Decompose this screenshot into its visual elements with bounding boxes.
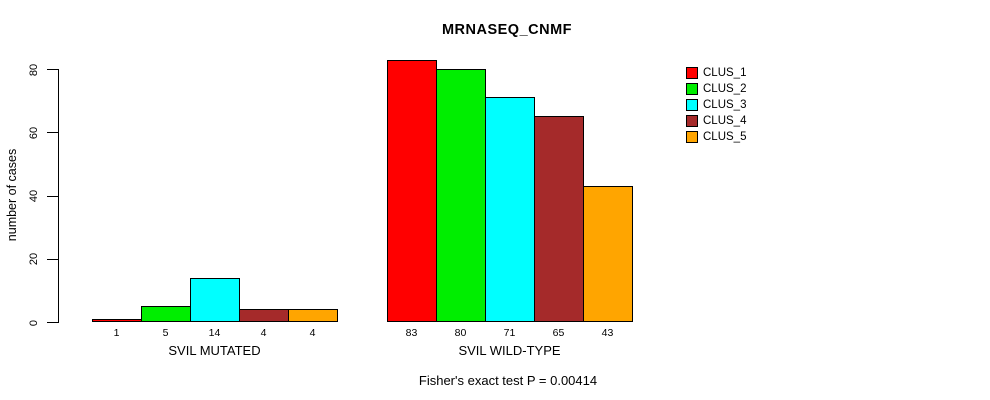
bar-clus-4 [534,116,584,322]
y-axis-tick [47,195,59,197]
bar-clus-2 [436,69,486,322]
chart-title: MRNASEQ_CNMF [441,22,573,38]
bar-value-label: 4 [260,327,267,339]
legend-swatch-clus-2 [686,83,698,95]
y-axis-tick-label: 80 [28,63,40,76]
y-axis-tick [47,258,59,260]
y-axis-tick-label: 20 [28,253,40,266]
bar-value-label: 1 [113,327,120,339]
bar-clus-4 [239,309,289,322]
group-label: SVIL MUTATED [168,343,261,358]
y-axis-label: number of cases [5,148,19,242]
legend-swatch-clus-4 [686,115,698,127]
bar-value-label: 4 [309,327,316,339]
legend-item: CLUS_5 [686,129,746,145]
y-axis-tick-label: 60 [28,126,40,139]
legend-item: CLUS_1 [686,65,746,81]
group-label: SVIL WILD-TYPE [458,343,561,358]
bar-value-label: 65 [552,327,565,339]
legend-label: CLUS_3 [703,99,747,111]
bar-clus-1 [92,319,142,322]
legend-label: CLUS_1 [703,67,747,79]
bar-clus-3 [190,278,240,322]
bar-value-label: 71 [503,327,516,339]
legend-swatch-clus-3 [686,99,698,111]
bar-value-label: 83 [405,327,418,339]
legend-item: CLUS_3 [686,97,746,113]
legend-item: CLUS_4 [686,113,746,129]
bar-clus-5 [288,309,338,322]
y-axis-tick-label: 40 [28,189,40,203]
y-axis-tick [47,132,59,134]
bar-clus-1 [387,60,437,322]
legend-swatch-clus-1 [686,67,698,79]
legend-label: CLUS_5 [703,131,747,143]
bar-value-label: 5 [162,327,169,339]
y-axis-tick [47,69,59,70]
y-axis-tick-label: 0 [28,319,40,326]
bar-clus-2 [141,306,191,322]
bar-clus-5 [583,186,633,322]
legend-swatch-clus-5 [686,131,698,143]
bar-value-label: 43 [601,327,614,339]
bar-value-label: 80 [454,327,467,339]
legend-item: CLUS_2 [686,81,746,97]
bar-clus-3 [485,97,535,322]
legend-label: CLUS_2 [703,83,747,95]
fisher-test-annotation: Fisher's exact test P = 0.00414 [418,373,598,388]
y-axis-tick [47,322,59,323]
legend: CLUS_1 CLUS_2 CLUS_3 CLUS_4 CLUS_5 [686,65,746,145]
bar-value-label: 14 [208,327,221,339]
legend-label: CLUS_4 [703,115,747,127]
